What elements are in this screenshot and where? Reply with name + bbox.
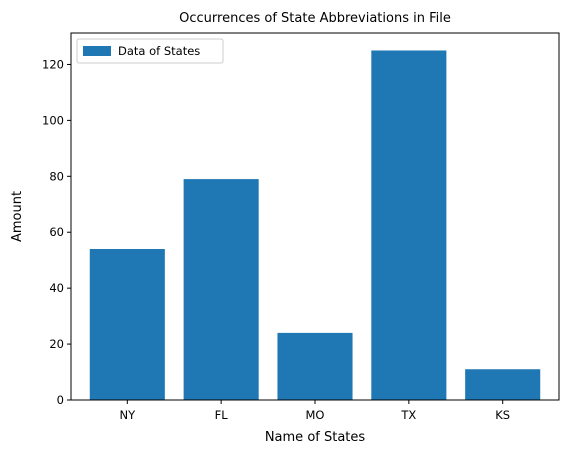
y-tick-label: 40 (49, 281, 64, 295)
legend-label: Data of States (118, 44, 200, 58)
legend-swatch (83, 46, 111, 56)
x-ticks-group: NY FL MO TX KS (119, 400, 510, 422)
y-tick-label: 80 (49, 169, 64, 183)
y-tick-label: 60 (49, 225, 64, 239)
bar-tx (371, 50, 447, 400)
chart-title: Occurrences of State Abbreviations in Fi… (179, 11, 451, 26)
y-tick-label: 0 (57, 393, 64, 407)
x-axis-label: Name of States (265, 430, 366, 445)
y-tick-label: 100 (42, 113, 64, 127)
x-tick-label: TX (400, 408, 416, 422)
y-ticks-group: 0 20 40 60 80 100 120 (42, 57, 71, 407)
bars-group (89, 50, 541, 400)
bar-fl (183, 179, 259, 400)
bar-ks (465, 369, 541, 400)
y-tick-label: 120 (42, 57, 64, 71)
legend-box (76, 38, 224, 64)
x-tick-label: KS (495, 408, 510, 422)
x-tick-label: FL (215, 408, 229, 422)
legend: Data of States (76, 38, 224, 64)
plot-frame (70, 32, 560, 401)
y-tick-label: 20 (49, 337, 64, 351)
bar-mo (277, 332, 353, 400)
y-axis-label: Amount (10, 191, 25, 242)
x-tick-label: NY (119, 408, 136, 422)
x-tick-label: MO (306, 408, 325, 422)
bar-ny (89, 249, 165, 400)
